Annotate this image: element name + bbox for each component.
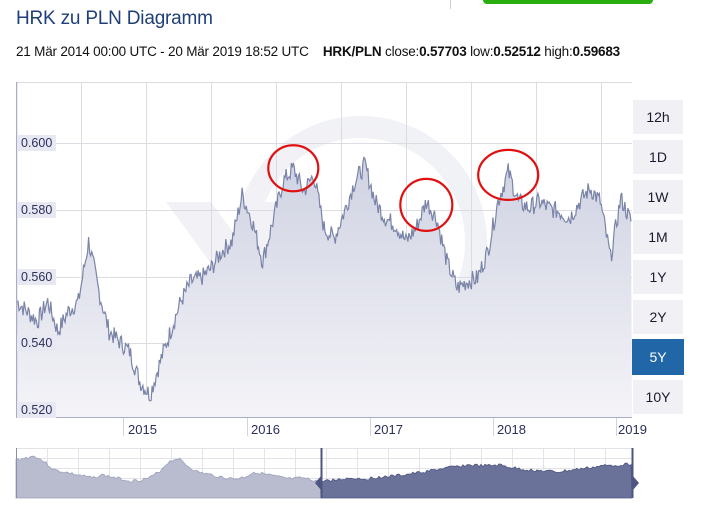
range-button-1y[interactable]: 1Y (633, 260, 683, 294)
red-annotation-circle (477, 148, 540, 202)
y-tick-label: 0.580 (17, 202, 57, 218)
red-annotation-circle (267, 144, 320, 193)
navigator[interactable] (15, 448, 639, 499)
x-tick (247, 418, 248, 436)
y-tick-label: 0.520 (17, 402, 57, 418)
header-divider (450, 0, 451, 9)
close-label: close: (385, 44, 420, 59)
price-line (16, 156, 632, 402)
high-value: 0.59683 (572, 44, 621, 59)
main-chart[interactable] (16, 82, 632, 418)
x-tick-label: 2017 (374, 422, 403, 437)
green-action-button[interactable] (483, 0, 653, 4)
x-tick (493, 418, 494, 436)
x-tick-label: 2015 (128, 422, 157, 437)
x-tick (616, 418, 617, 436)
red-annotation-circle (399, 177, 454, 232)
x-tick-label: 2019 (618, 422, 647, 437)
y-tick-label: 0.600 (17, 135, 57, 151)
x-tick-label: 2018 (497, 422, 526, 437)
chart-subtitle: 21 Mär 2014 00:00 UTC - 20 Mär 2019 18:5… (16, 44, 620, 59)
navigator-svg (15, 448, 639, 499)
range-button-10y[interactable]: 10Y (633, 380, 683, 414)
currency-pair: HRK/PLN (322, 44, 382, 59)
range-button-12h[interactable]: 12h (633, 100, 683, 134)
price-area (16, 157, 632, 418)
range-button-1d[interactable]: 1D (633, 140, 683, 174)
red-annotation-circles (267, 144, 540, 232)
range-button-1m[interactable]: 1M (633, 220, 683, 254)
range-button-1w[interactable]: 1W (633, 180, 683, 214)
range-button-5y[interactable]: 5Y (632, 339, 684, 375)
x-tick (370, 418, 371, 436)
navigator-left-handle[interactable] (315, 476, 321, 490)
date-range: 21 Mär 2014 00:00 UTC - 20 Mär 2019 18:5… (16, 44, 309, 59)
x-tick-label: 2016 (251, 422, 280, 437)
range-button-2y[interactable]: 2Y (633, 300, 683, 334)
x-tick (123, 418, 124, 436)
low-value: 0.52512 (493, 44, 541, 59)
navigator-right-handle[interactable] (633, 476, 639, 490)
low-label: low: (470, 44, 494, 59)
y-tick-label: 0.560 (17, 269, 57, 285)
high-label: high: (544, 44, 573, 59)
y-tick-label: 0.540 (17, 335, 57, 351)
chart-title: HRK zu PLN Diagramm (16, 8, 213, 29)
close-value: 0.57703 (419, 44, 467, 59)
main-chart-svg (16, 82, 632, 418)
